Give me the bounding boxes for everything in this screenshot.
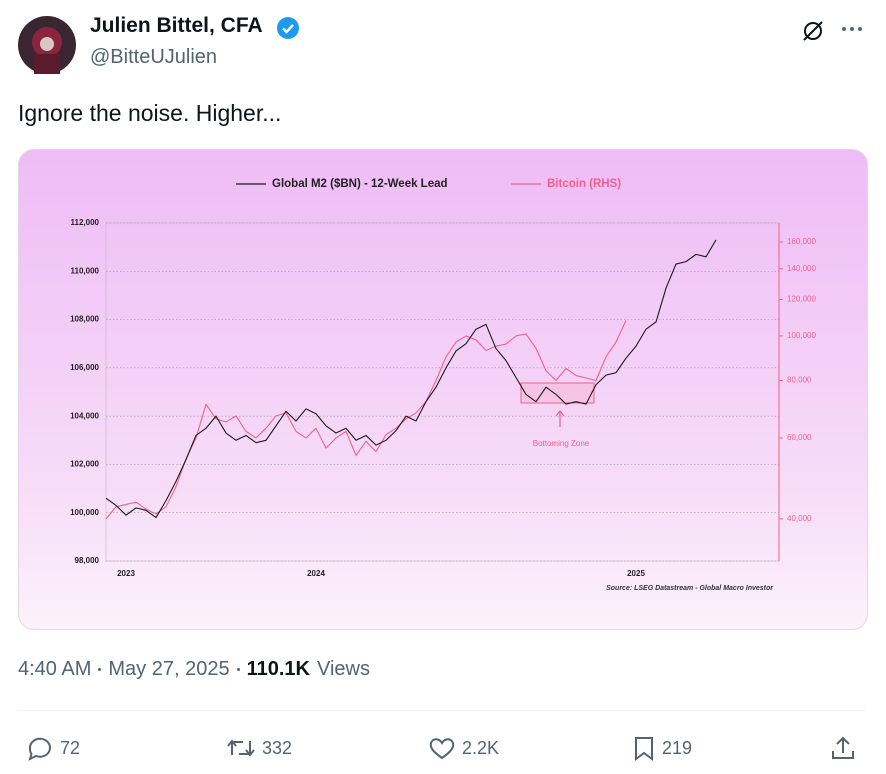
- y-tick-label: 100,000: [70, 508, 99, 517]
- y2-tick-label: 160,000: [787, 237, 816, 246]
- author-handle[interactable]: @BitteUJulien: [90, 46, 218, 68]
- bookmark-button[interactable]: 219: [632, 735, 692, 761]
- reply-icon: [28, 737, 51, 761]
- y-tick-label: 98,000: [75, 556, 100, 565]
- y-tick-label: 108,000: [70, 315, 99, 324]
- more-icon[interactable]: [840, 24, 864, 34]
- y2-tick-label: 140,000: [787, 264, 816, 273]
- like-icon: [429, 738, 455, 760]
- tweet-text: Ignore the noise. Higher...: [18, 100, 282, 126]
- legend-label: Global M2 ($BN) - 12-Week Lead: [272, 178, 448, 190]
- repost-button[interactable]: 332: [226, 735, 292, 761]
- views-count: 110.1K: [246, 658, 310, 680]
- chart: Bottoming Zone Source: LSEG Datastream -…: [70, 178, 816, 592]
- y-tick-label: 102,000: [70, 460, 99, 469]
- y-tick-label: 106,000: [70, 363, 99, 372]
- grok-icon[interactable]: [800, 18, 826, 44]
- views-label: Views: [316, 658, 370, 680]
- divider: [18, 710, 866, 711]
- series-line: [105, 239, 717, 519]
- bookmark-icon: [635, 737, 653, 761]
- y-tick-label: 112,000: [71, 218, 100, 227]
- author-name[interactable]: Julien Bittel, CFA: [90, 14, 263, 37]
- like-count: 2.2K: [462, 737, 500, 758]
- tweet-meta: 4:40 AM May 27, 2025 110.1K Views: [18, 658, 370, 681]
- y2-tick-label: 100,000: [787, 331, 816, 340]
- legend-label: Bitcoin (RHS): [547, 178, 621, 190]
- repost-icon: [227, 739, 255, 757]
- chart-image[interactable]: Bottoming Zone Source: LSEG Datastream -…: [18, 149, 868, 630]
- like-button[interactable]: 2.2K: [428, 735, 499, 761]
- separator: [98, 668, 102, 671]
- separator: [236, 668, 240, 671]
- date[interactable]: May 27, 2025: [108, 658, 230, 680]
- time[interactable]: 4:40 AM: [18, 658, 92, 680]
- plot-area: [105, 222, 780, 562]
- annotation: Bottoming Zone: [533, 439, 590, 448]
- avatar[interactable]: [18, 16, 76, 74]
- y2-tick-label: 80,000: [787, 376, 812, 385]
- series-line: [105, 320, 627, 520]
- source: Source: LSEG Datastream - Global Macro I…: [606, 585, 774, 592]
- y-tick-label: 110,000: [71, 266, 100, 275]
- annotation-arrow: [555, 410, 565, 427]
- y2-tick-label: 40,000: [787, 514, 812, 523]
- bottoming-zone-box: [520, 382, 595, 404]
- reply-count: 72: [60, 737, 81, 758]
- repost-count: 332: [262, 737, 293, 758]
- y-tick-label: 104,000: [70, 411, 99, 420]
- x-tick-label: 2024: [307, 569, 325, 578]
- x-tick-label: 2023: [117, 569, 135, 578]
- bookmark-count: 219: [662, 737, 693, 758]
- y2-tick-label: 60,000: [787, 433, 812, 442]
- reply-button[interactable]: 72: [26, 735, 80, 761]
- x-tick-label: 2025: [627, 569, 645, 578]
- y2-tick-label: 120,000: [787, 295, 816, 304]
- share-icon[interactable]: [830, 734, 856, 762]
- verified-badge: [277, 17, 299, 39]
